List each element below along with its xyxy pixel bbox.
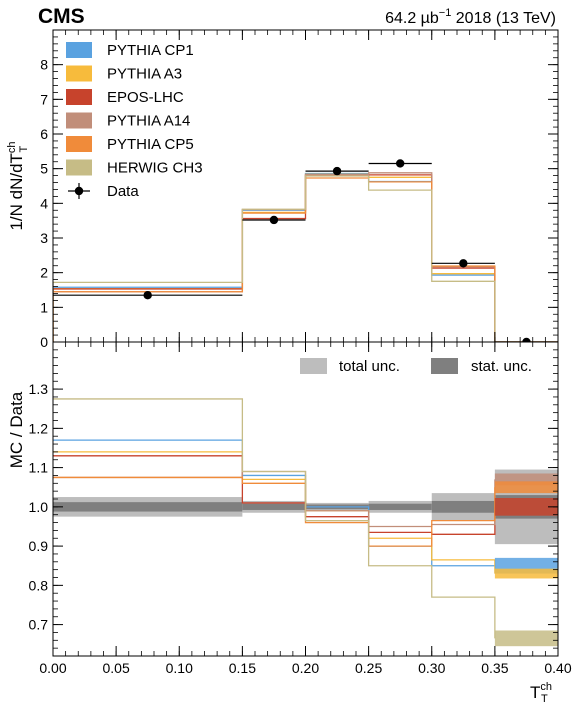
data-point-2 xyxy=(332,166,342,176)
top-ylabel-sup: ch xyxy=(6,141,18,153)
xtick-label-4: 0.20 xyxy=(292,660,319,676)
x-axis-label: Tch T xyxy=(530,681,552,703)
ratio-panel: 0.7 0.8 0.9 1.0 1.1 1.2 1.3 total unc. stat. un… xyxy=(7,341,559,657)
legend-label-data: Data xyxy=(107,183,139,200)
top-ylabel-sub: T xyxy=(18,145,30,152)
top-ytick-label-3: 3 xyxy=(40,230,48,246)
legend-swatch-herwig-ch3 xyxy=(66,159,92,176)
top-ytick-label-2: 2 xyxy=(40,265,48,281)
ratio-y-axis-label: MC / Data xyxy=(7,391,26,468)
ratio-line-pythia-a14 xyxy=(53,470,496,528)
legend-swatch-pythia-cp5 xyxy=(66,136,92,152)
xtick-label-2: 0.10 xyxy=(166,660,193,676)
ratio-ytick-label-0: 0.7 xyxy=(29,617,49,633)
top-y-axis-label: 1/N dN/dTchT xyxy=(6,141,30,230)
top-ytick-label-0: 0 xyxy=(40,334,48,350)
xtick-label-7: 0.35 xyxy=(481,660,508,676)
xlabel-sub: T xyxy=(541,693,548,703)
legend-swatch-pythia-cp1 xyxy=(66,42,92,58)
legend-total-unc-swatch xyxy=(300,358,327,374)
legend-data-marker xyxy=(74,186,84,196)
data-point-1 xyxy=(269,215,279,225)
data-point-0 xyxy=(143,291,152,300)
xlabel-sup: ch xyxy=(540,681,552,693)
data-point-4 xyxy=(459,259,468,268)
ratio-ytick-label-6: 1.3 xyxy=(29,381,49,397)
legend-swatch-epos-lhc xyxy=(66,89,92,105)
top-hist-herwig-ch3 xyxy=(53,175,558,342)
xtick-label-3: 0.15 xyxy=(229,660,256,676)
top-ytick-label-7: 7 xyxy=(40,91,48,107)
top-legend: PYTHIA CP1 PYTHIA A3 EPOS-LHC PYTHIA A14 PYT… xyxy=(66,42,203,200)
top-ytick-label-5: 5 xyxy=(40,161,48,177)
xtick-label-8: 0.40 xyxy=(544,660,571,676)
ratio-ticks: 0.7 0.8 0.9 1.0 1.1 1.2 1.3 xyxy=(29,349,558,649)
lumi-exponent: −1 xyxy=(439,7,452,19)
top-ytick-label-1: 1 xyxy=(40,299,48,315)
legend-label-epos-lhc: EPOS-LHC xyxy=(107,89,184,106)
xtick-label-1: 0.05 xyxy=(103,660,130,676)
lumi-prefix: 64.2 µb xyxy=(385,10,439,27)
xtick-label-6: 0.30 xyxy=(418,660,445,676)
data-point-3 xyxy=(395,159,405,168)
legend-stat-unc-label: stat. unc. xyxy=(471,358,532,375)
ratio-ytick-label-1: 0.8 xyxy=(29,577,49,593)
ratio-line-herwig-ch3 xyxy=(53,398,496,639)
luminosity-label: 64.2 µb−1 2018 (13 TeV) xyxy=(385,7,556,27)
legend-total-unc-label: total unc. xyxy=(339,358,400,375)
ratio-ytick-label-2: 0.9 xyxy=(29,538,49,554)
ratio-legend: total unc. stat. unc. xyxy=(300,358,532,375)
ratio-ytick-label-3: 1.0 xyxy=(29,499,49,515)
top-ylabel-main: 1/N dN/dT xyxy=(7,153,26,230)
lumi-suffix: 2018 (13 TeV) xyxy=(451,10,556,27)
stat-unc-band-bin-1 xyxy=(242,503,306,510)
ratio-ytick-label-5: 1.2 xyxy=(29,420,49,436)
top-ytick-label-8: 8 xyxy=(40,57,48,73)
experiment-label: CMS xyxy=(38,5,85,28)
ratio-plot-area xyxy=(53,398,558,647)
stat-unc-band-bin-3 xyxy=(368,503,432,510)
legend-label-herwig-ch3: HERWIG CH3 xyxy=(107,160,203,177)
legend-stat-unc-swatch xyxy=(431,358,458,374)
ratio-line-epos-lhc xyxy=(53,455,496,535)
legend-swatch-pythia-a14 xyxy=(66,112,92,129)
legend-label-pythia-a3: PYTHIA A3 xyxy=(107,66,182,83)
ratio-lastbin-epos-lhc xyxy=(494,498,558,516)
x-axis: 0.00 0.05 0.10 0.15 0.20 0.25 0.30 0.35 0.40 xyxy=(39,30,572,676)
ratio-lastbin-pythia-a14 xyxy=(494,473,558,486)
top-plot-area xyxy=(53,159,558,342)
xtick-label-0: 0.00 xyxy=(39,660,66,676)
ratio-lastbin-pythia-cp5 xyxy=(494,481,558,494)
data-point-5 xyxy=(522,337,531,342)
top-ytick-label-4: 4 xyxy=(40,195,48,211)
legend-label-pythia-cp1: PYTHIA CP1 xyxy=(107,42,194,59)
ratio-lastbin-pythia-a3 xyxy=(494,568,558,579)
legend-label-pythia-cp5: PYTHIA CP5 xyxy=(107,136,194,153)
legend-swatch-pythia-a3 xyxy=(66,65,92,82)
xtick-label-5: 0.25 xyxy=(355,660,382,676)
stat-unc-band-bin-0 xyxy=(53,502,243,512)
legend-label-pythia-a14: PYTHIA A14 xyxy=(107,113,190,130)
xlabel-main: T xyxy=(530,683,540,702)
ratio-ytick-label-4: 1.1 xyxy=(29,460,49,476)
stat-unc-band-bin-4 xyxy=(431,500,495,513)
ratio-lastbin-herwig-ch3 xyxy=(494,630,558,647)
top-ytick-label-6: 6 xyxy=(40,126,48,142)
